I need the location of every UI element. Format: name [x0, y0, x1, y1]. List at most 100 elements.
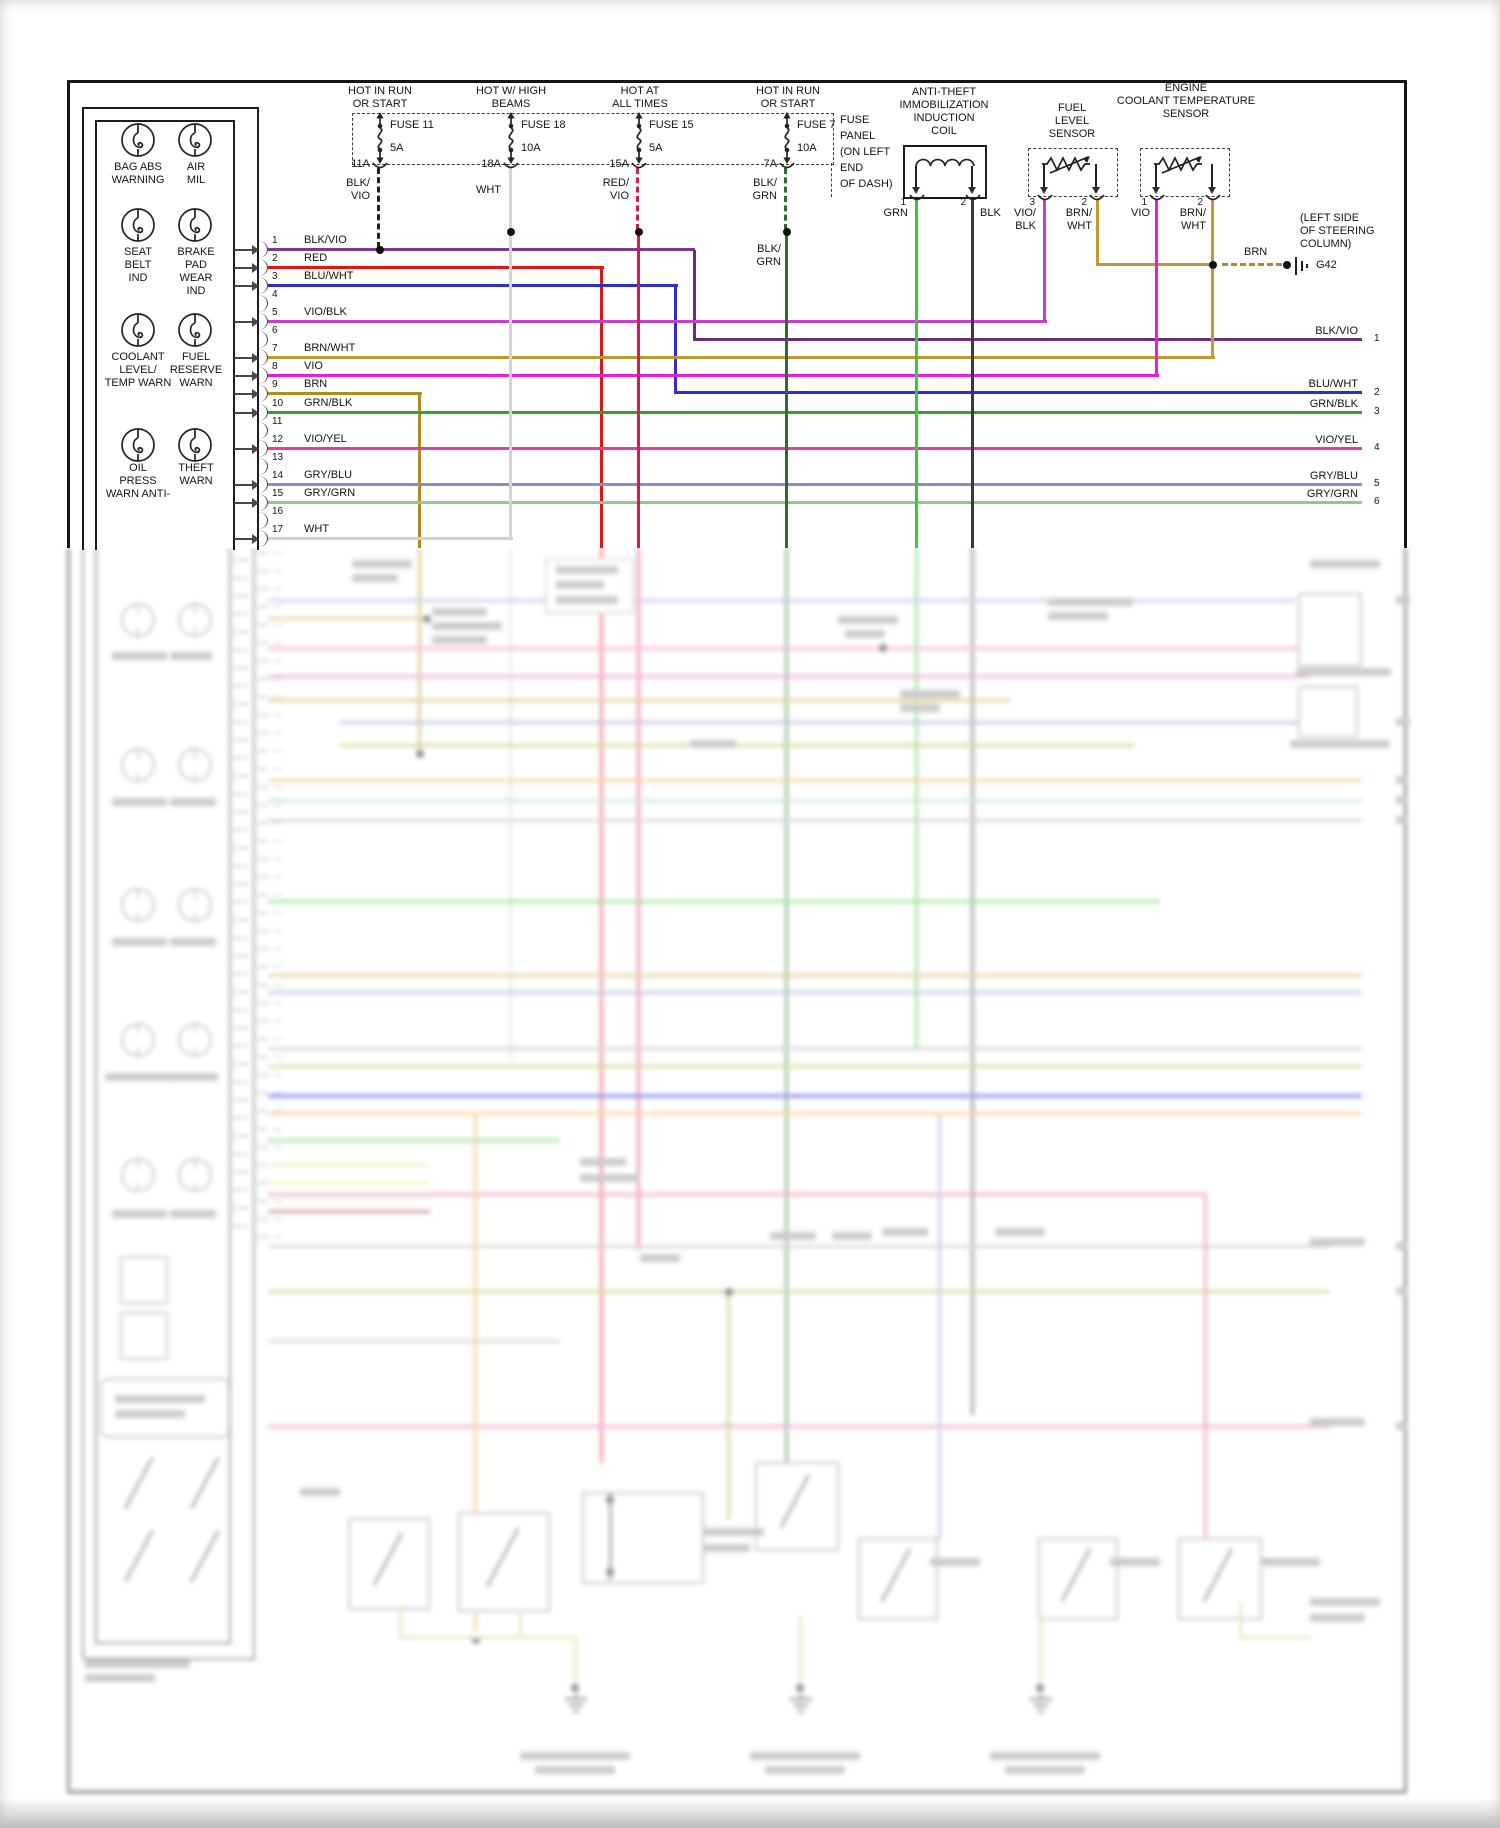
- wire-color-label: WHT: [304, 523, 330, 535]
- lead-arrowhead: [1039, 187, 1048, 194]
- pin-arrow-icon: [234, 371, 259, 381]
- junction-dot: [783, 228, 791, 236]
- stub-label: GRY/BLU: [1309, 470, 1358, 482]
- component-pin: 1: [900, 197, 906, 208]
- fuse-wire-color: BLK/ GRN: [752, 177, 777, 202]
- wire-brn-wht: [1211, 200, 1214, 358]
- component-title: ENGINE COOLANT TEMPERATURE SENSOR: [1116, 82, 1256, 120]
- stub-number: 6: [1374, 496, 1380, 507]
- frame-border-left: [67, 80, 70, 548]
- fuse-icon: [376, 112, 384, 164]
- pin-bracket: [258, 349, 268, 366]
- stub-number: 4: [1374, 442, 1380, 453]
- wire-color-label: VIO/BLK: [304, 306, 347, 318]
- component-wire-color: BLK: [980, 207, 1001, 219]
- bulb-label: COOLANT LEVEL/ TEMP WARN: [104, 351, 172, 389]
- wire-blk-grn-feed: [785, 230, 788, 548]
- connector-arc-icon: [909, 194, 925, 201]
- bulb-label: BAG ABS WARNING: [111, 161, 165, 186]
- cluster-inner-box: [95, 120, 235, 550]
- pin-bracket: [258, 494, 268, 511]
- connector-arc-icon: [1089, 194, 1105, 201]
- junction-dot: [635, 228, 643, 236]
- wire-gry-blu: [268, 483, 1362, 486]
- wire-brn-wht: [268, 356, 1215, 359]
- pin-number: 16: [272, 506, 284, 517]
- wire-blu-wht: [268, 284, 678, 287]
- lead-arrowhead: [1151, 187, 1160, 194]
- pin-number: 9: [272, 379, 278, 390]
- stub-label: VIO/YEL: [1315, 434, 1358, 446]
- ground-icon: [1295, 257, 1308, 275]
- wire-grn-blk: [268, 411, 1362, 414]
- connector-arc-icon: [779, 162, 795, 169]
- fuel-level-sensor-box: [1028, 148, 1118, 197]
- pin-arrow-icon: [234, 389, 259, 399]
- variable-resistor-icon: [1042, 156, 1090, 174]
- pin-number: 2: [272, 253, 278, 264]
- pin-bracket: [258, 367, 268, 384]
- component-pin: 2: [1197, 197, 1203, 208]
- fuse-icon: [635, 112, 643, 164]
- frame-border-right: [1404, 80, 1407, 548]
- wire-vio: [1155, 200, 1158, 377]
- pin-number: 7: [272, 343, 278, 354]
- circuit-header: HOT IN RUN OR START: [756, 85, 820, 110]
- pin-bracket: [258, 458, 268, 475]
- ect-sensor-box: [1140, 148, 1230, 197]
- indicator-bulb-icon: [178, 313, 212, 347]
- pin-number: 15: [272, 488, 284, 499]
- fuse-amps: 10A: [797, 142, 817, 154]
- sensor-lead: [1095, 164, 1097, 188]
- wire-wht-feed: [509, 168, 512, 539]
- wire-vio-yel: [268, 447, 1362, 450]
- pin-bracket: [258, 313, 268, 330]
- circuit-header: HOT W/ HIGH BEAMS: [475, 85, 547, 110]
- fuse-wire-color-repeat: BLK/ GRN: [756, 243, 781, 268]
- wire-blu-wht: [674, 286, 677, 393]
- pin-arrow-icon: [234, 534, 259, 544]
- wire-blk-grn-feed: [784, 168, 787, 230]
- wire-color-label: GRY/BLU: [304, 469, 353, 481]
- bulb-label: OIL PRESS WARN ANTI-: [105, 462, 171, 500]
- wire-red-vio-feed: [636, 168, 639, 230]
- coil-lead: [971, 166, 973, 188]
- pin-arrow-icon: [234, 408, 259, 418]
- pin-bracket: [258, 277, 268, 294]
- fuse-panel-box: [352, 113, 834, 165]
- pin-bracket: [258, 385, 268, 402]
- pin-arrow-icon: [234, 498, 259, 508]
- wire-blk-vio-feed: [377, 168, 380, 248]
- fuse-icon: [507, 112, 515, 164]
- circuit-header: HOT AT ALL TIMES: [612, 85, 668, 110]
- fuse-wire-color: BLK/ VIO: [346, 177, 370, 202]
- bulb-label: BRAKE PAD WEAR IND: [177, 246, 215, 297]
- pin-arrow-icon: [234, 245, 259, 255]
- coil-icon: [915, 158, 975, 167]
- stub-label: GRN/BLK: [1309, 398, 1358, 410]
- wire-color-label: GRN/BLK: [304, 397, 353, 409]
- wire-brn: [268, 392, 422, 395]
- junction-dot: [1209, 261, 1217, 269]
- wire-color-label: BRN: [304, 378, 328, 390]
- wire-red: [268, 266, 604, 269]
- fuse-name: FUSE 11: [390, 119, 434, 131]
- induction-coil-box: [903, 145, 987, 199]
- component-wire-color: BRN/ WHT: [1065, 207, 1092, 232]
- wire-red: [600, 267, 603, 548]
- wire-red-vio-feed: [637, 230, 640, 548]
- stub-label: GRY/GRN: [1306, 488, 1358, 500]
- component-wire-color: VIO/ BLK: [1013, 207, 1036, 232]
- wire-vio-blk: [268, 320, 1047, 323]
- connector-arc-icon: [1149, 194, 1165, 201]
- indicator-bulb-icon: [121, 313, 155, 347]
- component-pin: 2: [960, 197, 966, 208]
- stub-label: BLK/VIO: [1315, 325, 1358, 337]
- pin-bracket: [258, 422, 268, 439]
- stub-label: BLU/WHT: [1308, 378, 1359, 390]
- component-wire-color: BRN/ WHT: [1179, 207, 1206, 232]
- wire-color-label: VIO: [304, 360, 323, 372]
- wire-brn-wht: [1096, 200, 1099, 266]
